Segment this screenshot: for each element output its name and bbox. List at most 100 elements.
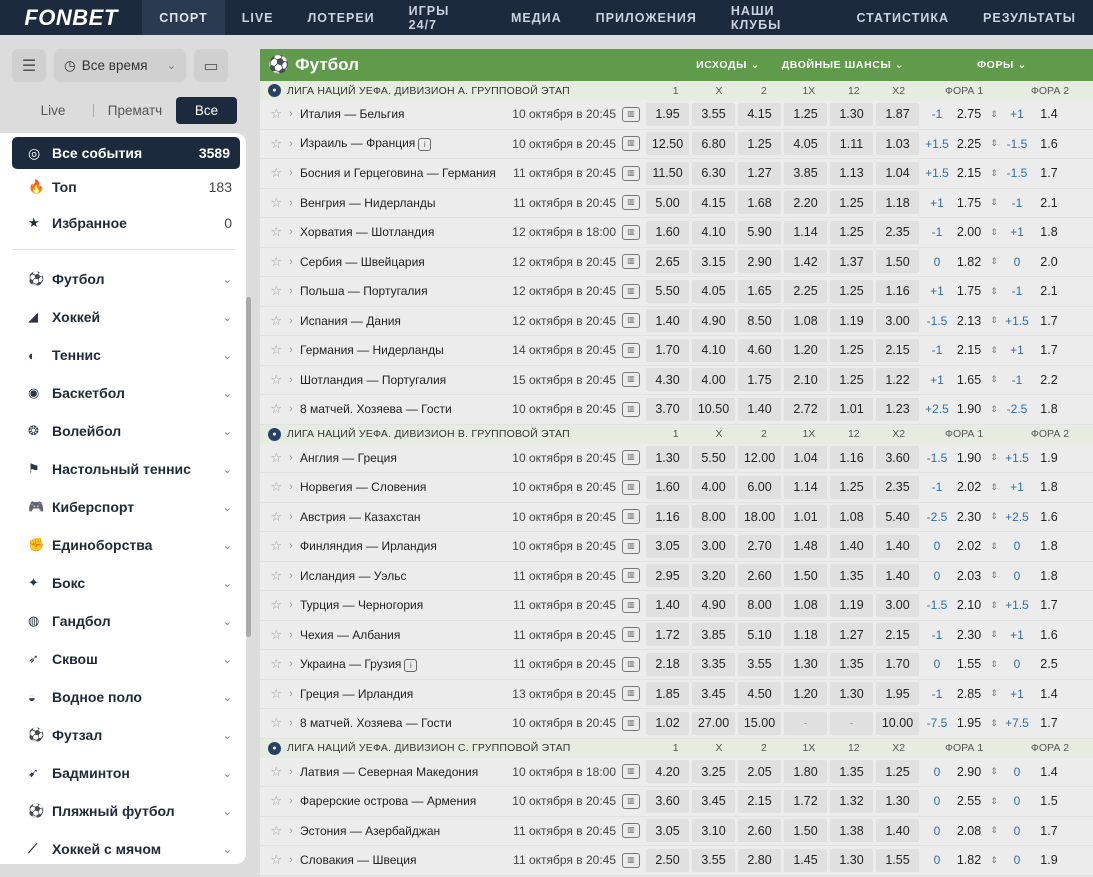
odd-button[interactable]: 1.11 (830, 132, 873, 156)
odd-button[interactable]: 1.23 (876, 397, 919, 421)
odd-button[interactable]: 1.25 (876, 760, 919, 784)
sidebar-item-sport[interactable]: ⟋ Хоккей с мячом ⌄ (0, 830, 246, 864)
odd-button[interactable]: 2.00 (956, 225, 982, 240)
odd-button[interactable]: 1.04 (876, 161, 919, 185)
odd-button[interactable]: 1.08 (784, 593, 827, 617)
league-name[interactable]: ● ЛИГА НАЦИЙ УЕФА. ДИВИЗИОН А. ГРУППОВОЙ … (260, 84, 655, 97)
odd-button[interactable]: 2.08 (956, 823, 982, 838)
switch-icon[interactable]: ⇕ (990, 658, 998, 669)
time-select[interactable]: ◷ Все время ⌄ (54, 49, 186, 82)
favorite-star-icon[interactable]: ☆ (270, 852, 282, 868)
odd-button[interactable]: 2.90 (956, 764, 982, 779)
stats-icon[interactable]: ▥ (622, 136, 640, 152)
odd-button[interactable]: 5.50 (646, 279, 689, 303)
favorite-star-icon[interactable]: ☆ (270, 715, 282, 731)
odd-button[interactable]: 1.7 (1040, 823, 1058, 838)
odd-button[interactable]: 2.25 (956, 136, 982, 151)
odd-button[interactable]: 2.60 (738, 564, 781, 588)
odd-button[interactable]: 3.60 (646, 789, 689, 813)
chevron-right-icon[interactable]: › (289, 765, 293, 778)
switch-icon[interactable]: ⇕ (990, 344, 998, 355)
odd-button[interactable]: 2.60 (738, 819, 781, 843)
odd-button[interactable]: 1.6 (1040, 627, 1058, 642)
favorite-star-icon[interactable]: ☆ (270, 538, 282, 554)
odd-button[interactable]: 1.55 (876, 848, 919, 872)
market-handicap[interactable]: ФОРЫ ⌄ (977, 59, 1027, 71)
odd-button[interactable]: 6.80 (692, 132, 735, 156)
odd-button[interactable]: 2.15 (876, 623, 919, 647)
odd-button[interactable]: 1.42 (784, 250, 827, 274)
odd-button[interactable]: 3.05 (646, 819, 689, 843)
switch-icon[interactable]: ⇕ (990, 256, 998, 267)
odd-button[interactable]: 1.25 (830, 368, 873, 392)
odd-button[interactable]: 4.60 (738, 338, 781, 362)
odd-button[interactable]: 1.8 (1040, 480, 1058, 495)
stats-icon[interactable]: ▥ (622, 656, 640, 672)
odd-button[interactable]: 2.5 (1040, 657, 1058, 672)
odd-button[interactable]: 2.72 (784, 397, 827, 421)
odd-button[interactable]: 1.40 (738, 397, 781, 421)
favorite-star-icon[interactable]: ☆ (270, 567, 282, 583)
odd-button[interactable]: 1.75 (956, 284, 982, 299)
chevron-right-icon[interactable]: › (289, 824, 293, 837)
odd-button[interactable]: 1.90 (956, 450, 982, 465)
odd-button[interactable]: 4.00 (692, 475, 735, 499)
odd-button[interactable]: 4.00 (692, 368, 735, 392)
favorite-star-icon[interactable]: ☆ (270, 793, 282, 809)
odd-button[interactable]: 1.4 (1040, 686, 1058, 701)
odd-button[interactable]: 1.35 (830, 652, 873, 676)
odd-button[interactable]: 11.50 (646, 161, 689, 185)
odd-button[interactable]: 1.18 (876, 191, 919, 215)
switch-icon[interactable]: ⇕ (990, 717, 998, 728)
switch-icon[interactable]: ⇕ (990, 452, 998, 463)
favorite-star-icon[interactable]: ☆ (270, 283, 282, 299)
odd-button[interactable]: 1.30 (830, 102, 873, 126)
nav-item[interactable]: ИГРЫ 24/7 (408, 3, 450, 32)
odd-button[interactable]: 1.40 (830, 534, 873, 558)
odd-button[interactable]: 2.75 (956, 107, 982, 122)
odd-button[interactable]: 5.00 (646, 191, 689, 215)
match-teams[interactable]: Польша — Португалия (300, 284, 506, 298)
odd-button[interactable]: 3.25 (692, 760, 735, 784)
odd-button[interactable]: 4.50 (738, 682, 781, 706)
odd-button[interactable]: 1.9 (1040, 450, 1058, 465)
odd-button[interactable]: 1.14 (784, 475, 827, 499)
stats-icon[interactable]: ▥ (622, 597, 640, 613)
favorite-star-icon[interactable]: ☆ (270, 253, 282, 269)
odd-button[interactable]: 2.95 (646, 564, 689, 588)
stats-icon[interactable]: ▥ (622, 793, 640, 809)
odd-button[interactable]: 3.70 (646, 397, 689, 421)
match-teams[interactable]: Босния и Герцеговина — Германия (300, 166, 506, 180)
sidebar-scrollbar[interactable] (246, 297, 251, 637)
odd-button[interactable]: 1.8 (1040, 568, 1058, 583)
favorite-star-icon[interactable]: ☆ (270, 508, 282, 524)
market-double-chance[interactable]: ДВОЙНЫЕ ШАНСЫ ⌄ (781, 59, 905, 71)
odd-button[interactable]: 4.05 (692, 279, 735, 303)
sidebar-item-sport[interactable]: ◐ Теннис ⌄ (0, 336, 246, 374)
odd-button[interactable]: 1.27 (738, 161, 781, 185)
odd-button[interactable]: 3.60 (876, 446, 919, 470)
odd-button[interactable]: 1.72 (646, 623, 689, 647)
odd-button[interactable]: 1.37 (830, 250, 873, 274)
match-teams[interactable]: Финляндия — Ирландия (300, 539, 506, 553)
odd-button[interactable]: 10.50 (692, 397, 735, 421)
chevron-right-icon[interactable]: › (289, 540, 293, 553)
odd-button[interactable]: 1.38 (830, 819, 873, 843)
switch-icon[interactable]: ⇕ (990, 511, 998, 522)
odd-button[interactable]: 2.1 (1040, 284, 1058, 299)
chevron-right-icon[interactable]: › (289, 196, 293, 209)
sidebar-item-sport[interactable]: 🎮 Киберспорт ⌄ (0, 488, 246, 526)
favorite-star-icon[interactable]: ☆ (270, 822, 282, 838)
stats-icon[interactable]: ▥ (622, 715, 640, 731)
market-outcomes[interactable]: ИСХОДЫ ⌄ (696, 59, 760, 71)
sidebar-item-sport[interactable]: ⚑ Настольный теннис ⌄ (0, 450, 246, 488)
odd-button[interactable]: 2.10 (784, 368, 827, 392)
chevron-down-icon[interactable]: ⌄ (222, 653, 232, 666)
odd-button[interactable]: 1.50 (784, 564, 827, 588)
switch-icon[interactable]: ⇕ (990, 374, 998, 385)
odd-button[interactable]: 27.00 (692, 711, 735, 735)
chevron-down-icon[interactable]: ⌄ (222, 463, 232, 476)
stats-icon[interactable]: ▥ (622, 165, 640, 181)
match-teams[interactable]: Шотландия — Португалия (300, 373, 506, 387)
odd-button[interactable]: 1.18 (784, 623, 827, 647)
